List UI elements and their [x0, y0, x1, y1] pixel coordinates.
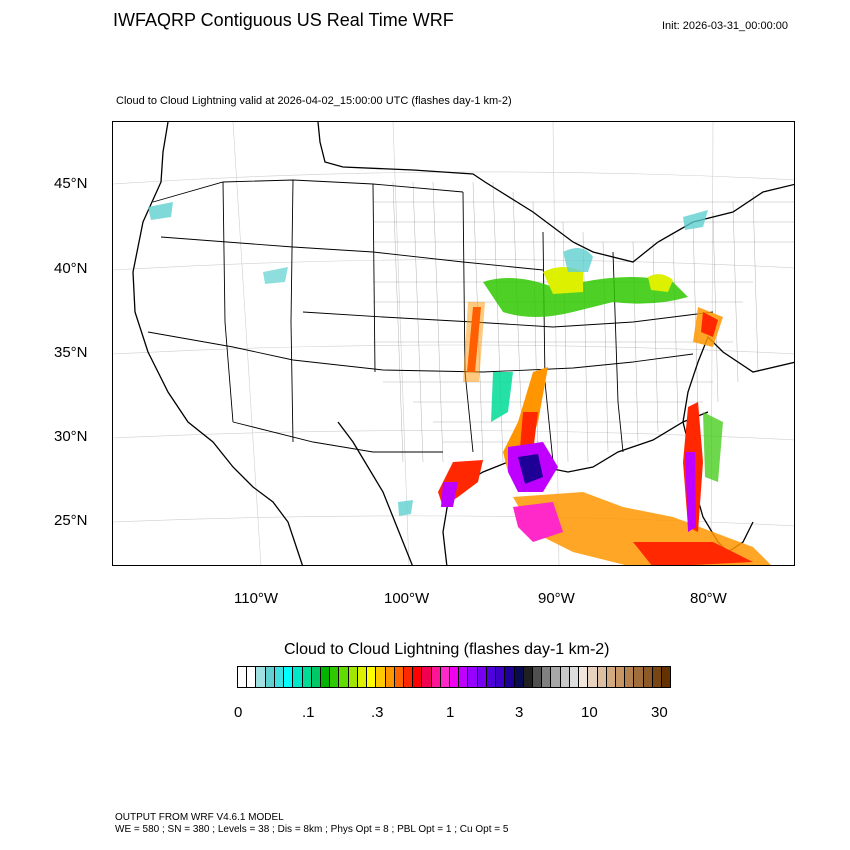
colorbar-swatch [348, 667, 358, 687]
colorbar-swatch [274, 667, 285, 687]
colorbar-tick-label: 3 [515, 704, 524, 721]
colorbar-swatch [569, 667, 580, 687]
lightning-field [148, 202, 771, 565]
colorbar-swatch [403, 667, 414, 687]
footer-model-line: OUTPUT FROM WRF V4.6.1 MODEL [115, 812, 284, 823]
colorbar-swatch [311, 667, 321, 687]
colorbar-title: Cloud to Cloud Lightning (flashes day-1 … [284, 641, 610, 658]
colorbar-swatch [579, 667, 589, 687]
colorbar-swatch [505, 667, 515, 687]
colorbar-swatch [652, 667, 663, 687]
main-title: IWFAQRP Contiguous US Real Time WRF [113, 10, 454, 30]
lat-label-25n: 25°N [54, 512, 88, 529]
colorbar-swatch [634, 667, 644, 687]
colorbar-tick-label: 1 [446, 704, 455, 721]
colorbar-swatch [523, 667, 533, 687]
colorbar-tick-label: .3 [371, 704, 384, 721]
colorbar-tick-label: .1 [302, 704, 315, 721]
colorbar-swatch [284, 667, 294, 687]
colorbar-swatch [293, 667, 303, 687]
colorbar-swatch [588, 667, 598, 687]
colorbar-swatch [496, 667, 506, 687]
colorbar-swatch [256, 667, 266, 687]
colorbar-swatch [265, 667, 275, 687]
footer-settings-line: WE = 580 ; SN = 380 ; Levels = 38 ; Dis … [115, 824, 509, 835]
lat-label-40n: 40°N [54, 260, 88, 277]
colorbar-swatch [459, 667, 469, 687]
county-mesh [373, 181, 794, 463]
colorbar-swatch [615, 667, 626, 687]
lat-label-35n: 35°N [54, 344, 88, 361]
colorbar-swatch [431, 667, 441, 687]
colorbar-swatch [597, 667, 607, 687]
colorbar-swatch [330, 667, 340, 687]
colorbar-swatch [413, 667, 423, 687]
colorbar-swatch [560, 667, 570, 687]
init-time-label: Init: 2026-03-31_00:00:00 [662, 20, 788, 32]
colorbar-swatch [606, 667, 616, 687]
colorbar-swatch [238, 667, 248, 687]
colorbar-swatch [643, 667, 653, 687]
colorbar-swatch [477, 667, 487, 687]
lat-label-30n: 30°N [54, 428, 88, 445]
colorbar-swatch [376, 667, 386, 687]
lat-label-45n: 45°N [54, 175, 88, 192]
colorbar-tick-label: 10 [581, 704, 598, 721]
colorbar-swatch [357, 667, 368, 687]
colorbar-swatch [367, 667, 377, 687]
colorbar-swatch [394, 667, 404, 687]
lon-label-100w: 100°W [384, 590, 430, 607]
lon-label-110w: 110°W [234, 590, 279, 607]
colorbar-swatch [385, 667, 395, 687]
colorbar-swatch [533, 667, 543, 687]
colorbar-swatch [320, 667, 331, 687]
colorbar-swatch [662, 667, 671, 687]
colorbar-swatch [625, 667, 635, 687]
colorbar-swatch [551, 667, 561, 687]
colorbar-swatch [440, 667, 451, 687]
colorbar-swatch [450, 667, 460, 687]
colorbar-swatch [468, 667, 478, 687]
map-panel [112, 121, 795, 566]
state-borders [147, 179, 714, 463]
map-canvas [113, 122, 794, 565]
colorbar-swatch [486, 667, 497, 687]
colorbar-swatch [339, 667, 349, 687]
colorbar-swatch [247, 667, 257, 687]
colorbar-swatch [514, 667, 524, 687]
colorbar-swatch [422, 667, 432, 687]
lon-label-90w: 90°W [538, 590, 575, 607]
colorbar [237, 666, 671, 688]
colorbar-tick-label: 30 [651, 704, 668, 721]
colorbar-swatch [542, 667, 552, 687]
plot-subtitle: Cloud to Cloud Lightning valid at 2026-0… [116, 95, 512, 107]
colorbar-swatch [302, 667, 312, 687]
colorbar-tick-label: 0 [234, 704, 243, 721]
lon-label-80w: 80°W [690, 590, 727, 607]
